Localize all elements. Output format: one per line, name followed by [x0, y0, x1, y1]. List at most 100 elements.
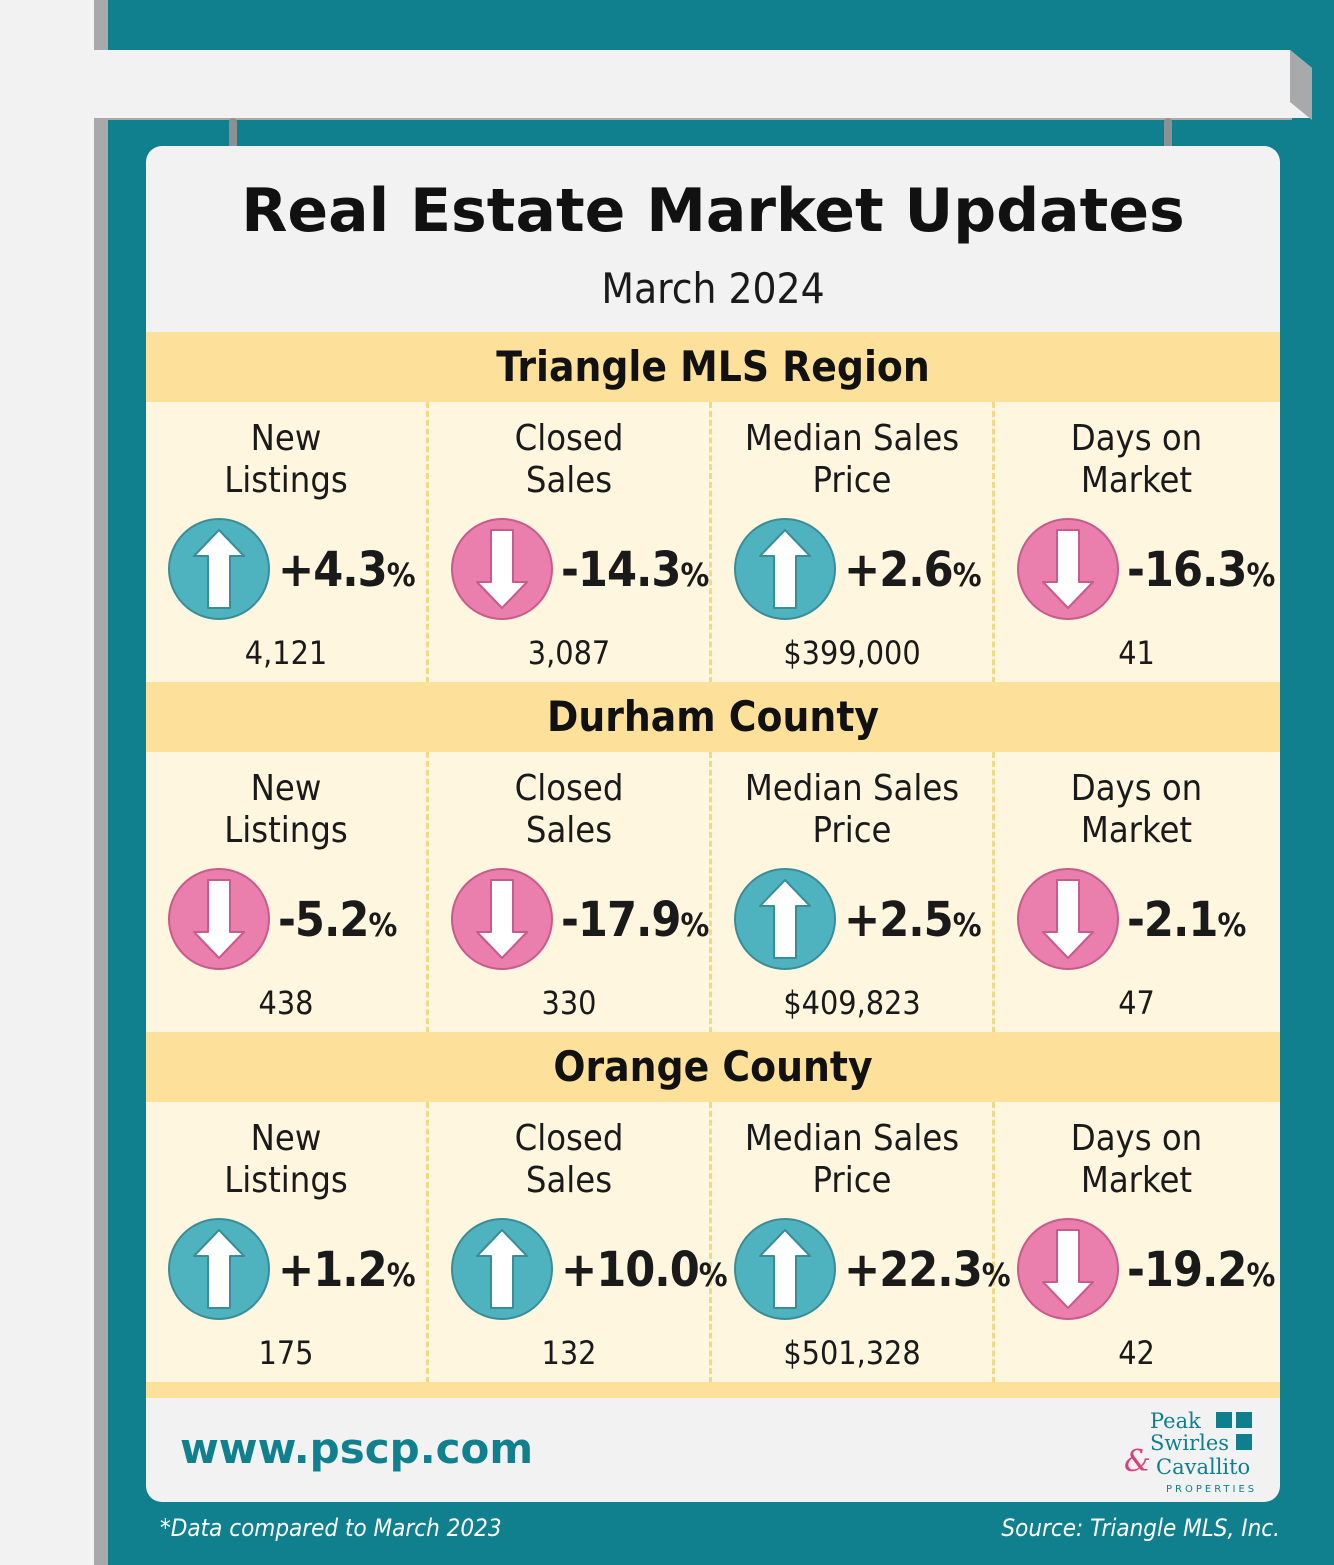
metric-change-value: -2.1: [1127, 892, 1218, 948]
up-arrow-icon: [732, 516, 838, 622]
metric-count: 3,087: [527, 634, 611, 672]
logo-line-properties: PROPERTIES: [1166, 1484, 1258, 1495]
percent-sign: %: [386, 556, 416, 594]
metric-count: 47: [1118, 984, 1155, 1022]
metric-label: New Listings: [224, 418, 348, 501]
metric-count: 438: [258, 984, 314, 1022]
region-triangle-mls-region: Triangle MLS Region New Listings +4.3% 4,12…: [146, 332, 1280, 683]
sign-post-vertical: [0, 0, 108, 1565]
percent-sign: %: [386, 1256, 416, 1294]
up-arrow-icon: [166, 516, 272, 622]
down-arrow-icon: [449, 866, 555, 972]
logo-line-peak: Peak: [1150, 1409, 1201, 1433]
percent-sign: %: [680, 556, 709, 594]
metric-card: New Listings +4.3% 4,121: [146, 402, 429, 683]
metric-change: +10.0%: [561, 1242, 728, 1298]
metric-label: Days on Market: [1070, 768, 1203, 851]
percent-sign: %: [698, 1256, 728, 1294]
metric-count: 41: [1118, 634, 1155, 672]
metric-change-value: -16.3: [1127, 542, 1247, 598]
metric-change: +1.2%: [278, 1242, 416, 1298]
metric-label: Median Sales Price: [744, 768, 960, 851]
down-arrow-icon: [1015, 516, 1121, 622]
metric-change: -19.2%: [1127, 1242, 1275, 1298]
down-arrow-icon: [1015, 866, 1121, 972]
sign-post-arm-end: [1290, 50, 1312, 120]
region-header: Orange County: [146, 1032, 1280, 1102]
percent-sign: %: [952, 556, 982, 594]
up-arrow-icon: [166, 1216, 272, 1322]
metric-change: +2.5%: [844, 892, 982, 948]
metric-change-value: -19.2: [1127, 1242, 1247, 1298]
metric-change-value: +2.6: [844, 542, 954, 598]
metric-count: $399,000: [783, 634, 921, 672]
sign-post-arm: [0, 50, 1312, 118]
metric-card: Days on Market -2.1% 47: [995, 752, 1278, 1033]
region-header: Triangle MLS Region: [146, 332, 1280, 402]
metric-row: New Listings +4.3% 4,121 Closed Sales -14.3%…: [146, 402, 1280, 683]
metric-label: Median Sales Price: [744, 1118, 960, 1201]
page-subtitle: March 2024: [601, 264, 825, 313]
website-link[interactable]: www.pscp.com: [180, 1424, 534, 1473]
percent-sign: %: [981, 1256, 1011, 1294]
logo-line-cavallito: Cavallito: [1156, 1455, 1251, 1479]
page-title: Real Estate Market Updates: [241, 176, 1185, 246]
metric-card: Closed Sales -17.9% 330: [429, 752, 712, 1033]
metric-count: 175: [258, 1334, 314, 1372]
metric-change: -17.9%: [561, 892, 709, 948]
metric-label: Days on Market: [1070, 1118, 1203, 1201]
metric-change-value: +22.3: [844, 1242, 983, 1298]
logo-square-icon: [1236, 1434, 1252, 1450]
metric-change: -2.1%: [1127, 892, 1246, 948]
metric-change: -14.3%: [561, 542, 709, 598]
metric-change: +22.3%: [844, 1242, 1011, 1298]
metric-card: Closed Sales +10.0% 132: [429, 1102, 728, 1383]
metric-card: Days on Market -19.2% 42: [995, 1102, 1278, 1383]
metric-card: Median Sales Price +2.5% $409,823: [712, 752, 995, 1033]
metric-count: 330: [541, 984, 597, 1022]
metric-card: Days on Market -16.3% 41: [995, 402, 1278, 683]
metric-change-value: +2.5: [844, 892, 954, 948]
percent-sign: %: [680, 906, 709, 944]
metric-label: Closed Sales: [514, 768, 624, 851]
bottom-band: [146, 1382, 1280, 1398]
metric-card: Closed Sales -14.3% 3,087: [429, 402, 712, 683]
metric-count: $409,823: [783, 984, 921, 1022]
metric-change-value: +10.0: [561, 1242, 700, 1298]
metric-change-value: +4.3: [278, 542, 388, 598]
percent-sign: %: [1246, 1256, 1275, 1294]
down-arrow-icon: [1015, 1216, 1121, 1322]
percent-sign: %: [1217, 906, 1246, 944]
metric-row: New Listings -5.2% 438 Closed Sales -17.9% 33…: [146, 752, 1280, 1033]
region-header: Durham County: [146, 682, 1280, 752]
up-arrow-icon: [732, 1216, 838, 1322]
logo-line-swirles: Swirles: [1150, 1431, 1230, 1455]
metric-change-value: -14.3: [561, 542, 681, 598]
down-arrow-icon: [166, 866, 272, 972]
metric-count: $501,328: [783, 1334, 921, 1372]
logo-ampersand: &: [1124, 1444, 1151, 1479]
region-orange-county: Orange County New Listings +1.2% 175 Closed …: [146, 1032, 1280, 1383]
metric-change-value: +1.2: [278, 1242, 388, 1298]
down-arrow-icon: [449, 516, 555, 622]
metric-row: New Listings +1.2% 175 Closed Sales +10.0% 13…: [146, 1102, 1280, 1383]
metric-card: Median Sales Price +2.6% $399,000: [712, 402, 995, 683]
metric-card: New Listings -5.2% 438: [146, 752, 429, 1033]
metric-label: Closed Sales: [514, 418, 624, 501]
metric-change-value: -5.2: [278, 892, 369, 948]
logo-square-icon: [1216, 1412, 1232, 1428]
up-arrow-icon: [449, 1216, 555, 1322]
metric-card: New Listings +1.2% 175: [146, 1102, 429, 1383]
logo-square-icon: [1236, 1412, 1252, 1428]
footnote-source: Source: Triangle MLS, Inc.: [1001, 1514, 1280, 1542]
metric-count: 132: [541, 1334, 597, 1372]
region-durham-county: Durham County New Listings -5.2% 438 Closed …: [146, 682, 1280, 1033]
company-logo: Peak Swirles & Cavallito PROPERTIES: [1114, 1410, 1264, 1500]
metric-count: 42: [1118, 1334, 1155, 1372]
metric-label: New Listings: [224, 768, 348, 851]
metric-label: Days on Market: [1070, 418, 1203, 501]
metric-label: Closed Sales: [514, 1118, 624, 1201]
metric-change-value: -17.9: [561, 892, 681, 948]
percent-sign: %: [1246, 556, 1275, 594]
metric-change: +4.3%: [278, 542, 416, 598]
